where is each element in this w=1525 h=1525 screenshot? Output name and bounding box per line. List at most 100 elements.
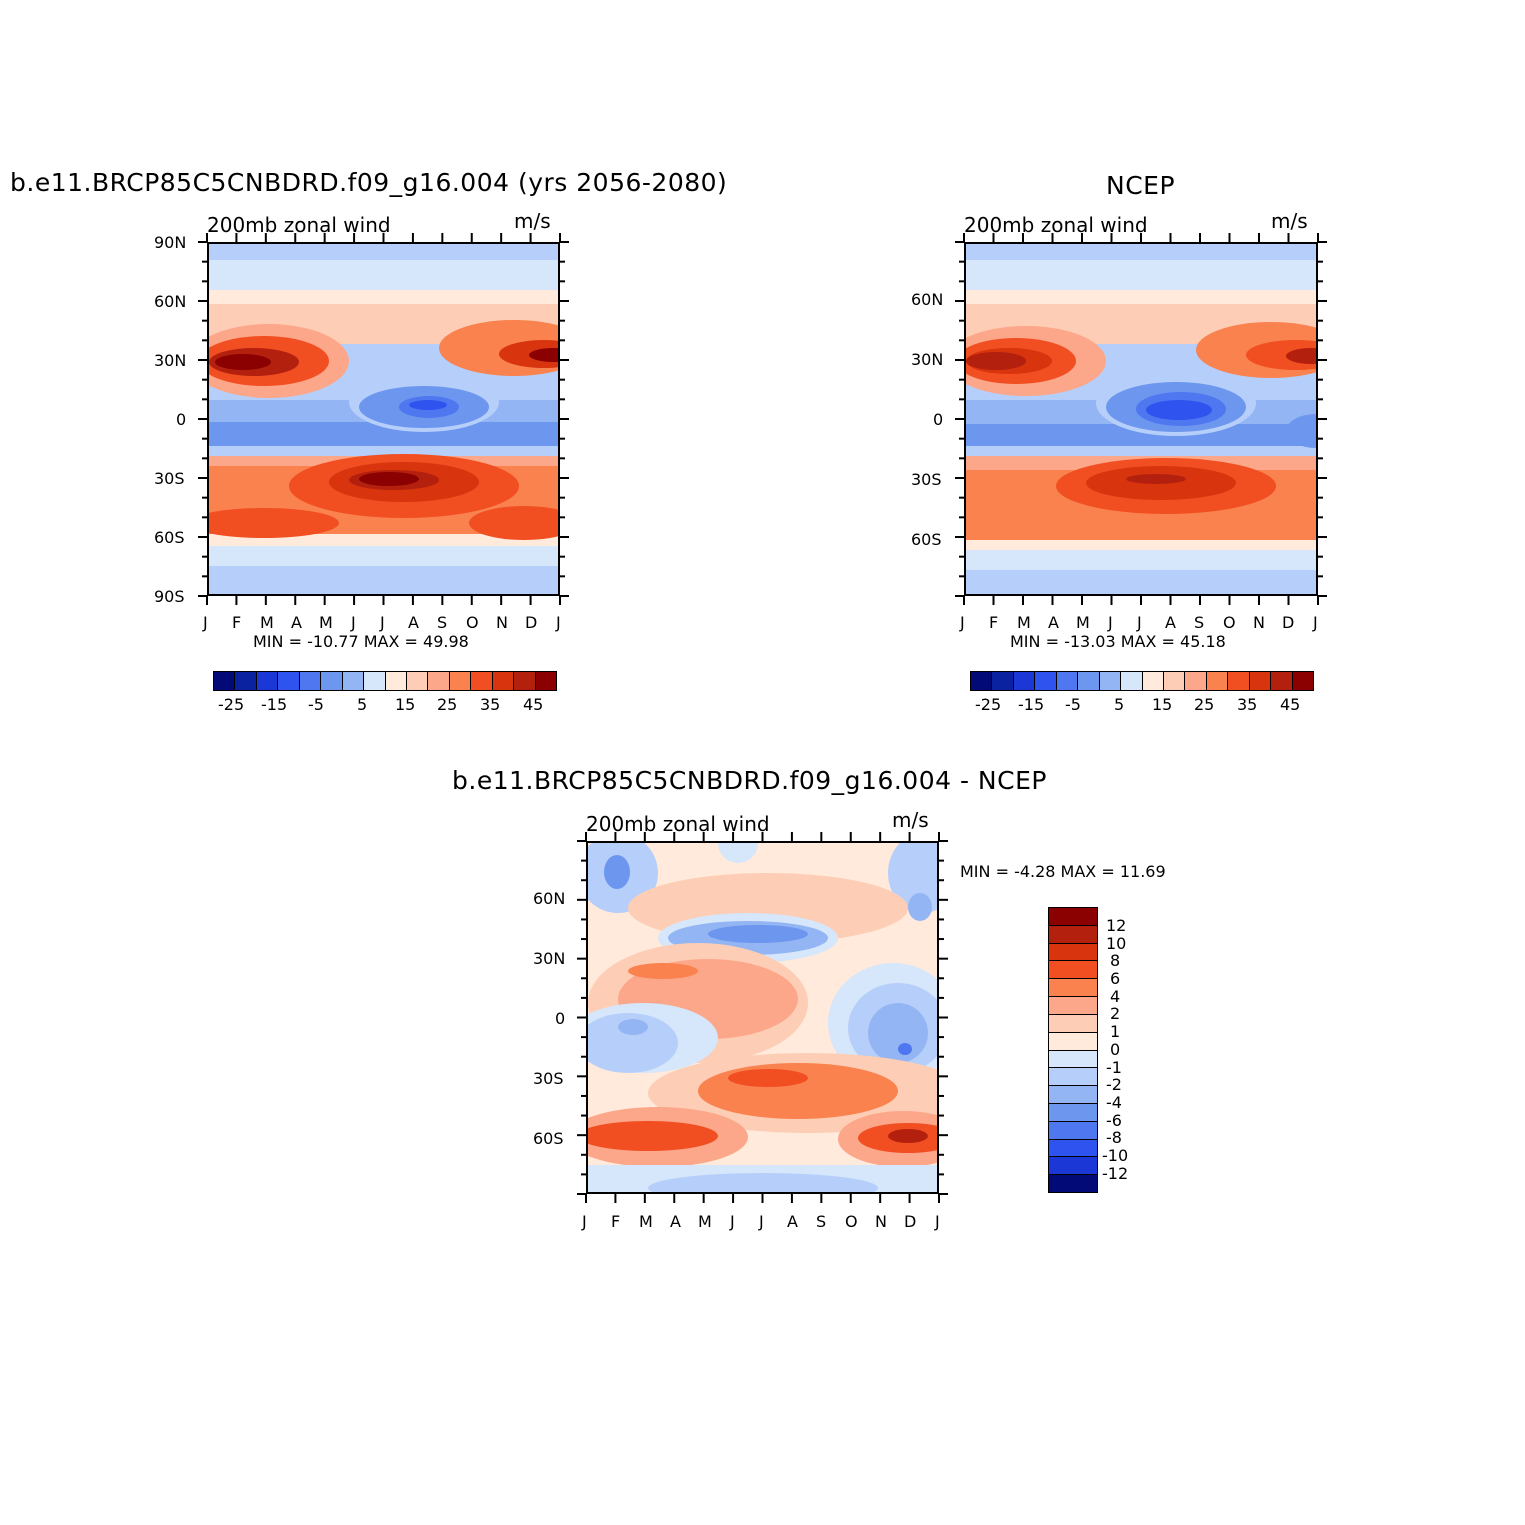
panel2-ytick: 30S [911,470,942,489]
panel3-xtick: A [787,1212,798,1231]
panel3-xtick: O [845,1212,858,1231]
panel1-xtick: S [437,613,448,632]
panel1-ytick: 0 [176,410,187,429]
panel3-units-label: m/s [892,808,929,832]
panel1-xtick: A [291,613,302,632]
panel3-colorbar-label: 8 [1110,951,1121,970]
panel2-plot [964,242,1318,596]
panel3-xtick: M [698,1212,712,1231]
panel1-xtick: N [496,613,508,632]
panel3-colorbar-label: 12 [1106,916,1127,935]
panel3-xtick: M [639,1212,653,1231]
panel3-xtick: S [816,1212,827,1231]
panel1-minmax: MIN = -10.77 MAX = 49.98 [253,632,469,651]
panel3-colorbar-label: -2 [1106,1075,1122,1094]
panel3-ytick: 30S [533,1069,564,1088]
panel1-ytick: 30S [154,469,185,488]
panel2-xtick: J [1108,613,1113,632]
panel3-colorbar-label: 6 [1110,969,1121,988]
panel2-xtick: S [1194,613,1205,632]
panel3-colorbar-label: -6 [1106,1111,1122,1130]
panel1-colorbar-label: 15 [395,695,416,714]
panel1-colorbar-label: 45 [523,695,544,714]
panel1-variable-label: 200mb zonal wind [207,213,391,237]
panel1-colorbar-label: -5 [308,695,324,714]
panel2-xtick: A [1048,613,1059,632]
panel2-xtick: J [1313,613,1318,632]
panel2-xtick: J [1137,613,1142,632]
panel3-ytick: 60N [533,889,566,908]
panel2-colorbar-label: 45 [1280,695,1301,714]
panel3-minmax: MIN = -4.28 MAX = 11.69 [960,862,1166,881]
panel3-xtick: J [730,1212,735,1231]
panel1-ytick: 30N [154,351,187,370]
panel1-xtick: J [380,613,385,632]
panel3-colorbar-label: 2 [1110,1004,1121,1023]
panel1-xtick: J [351,613,356,632]
panel1-xtick: M [319,613,333,632]
panel3-xtick: J [759,1212,764,1231]
panel3-ytick: 60S [533,1129,564,1148]
panel3-xtick: N [875,1212,887,1231]
panel2-colorbar-label: -15 [1018,695,1045,714]
panel2-colorbar [970,671,1314,691]
panel2-ytick: 60S [911,530,942,549]
panel1-xtick: J [556,613,561,632]
panel1-xtick: A [408,613,419,632]
panel2-xtick: O [1223,613,1236,632]
panel1-colorbar-label: 5 [357,695,368,714]
panel1-colorbar-label: 25 [437,695,458,714]
panel1-title: b.e11.BRCP85C5CNBDRD.f09_g16.004 (yrs 20… [10,168,728,197]
panel3-xtick: J [582,1212,587,1231]
panel1-ytick: 90S [154,587,185,606]
panel2-xtick: D [1282,613,1295,632]
panel1-colorbar-label: -25 [218,695,245,714]
panel3-title: b.e11.BRCP85C5CNBDRD.f09_g16.004 - NCEP [452,766,1047,795]
panel3-ytick: 30N [533,949,566,968]
panel1-xtick: D [525,613,538,632]
panel2-ytick: 60N [911,290,944,309]
panel3-colorbar-label: -10 [1102,1146,1129,1165]
panel3-xtick: F [611,1212,621,1231]
panel2-units-label: m/s [1271,209,1308,233]
panel2-colorbar-label: 5 [1114,695,1125,714]
panel1-xtick: M [260,613,274,632]
panel2-xtick: M [1017,613,1031,632]
panel1-plot [207,242,560,596]
panel3-xtick: A [670,1212,681,1231]
panel3-colorbar-label: -12 [1102,1164,1129,1183]
panel2-ytick: 30N [911,350,944,369]
panel2-variable-label: 200mb zonal wind [964,213,1148,237]
panel3-colorbar-label: 0 [1110,1040,1121,1059]
panel1-ytick: 90N [154,233,187,252]
panel2-colorbar-label: -5 [1065,695,1081,714]
panel2-xtick: J [960,613,965,632]
panel3-colorbar-label: -1 [1106,1058,1122,1077]
panel2-ytick: 0 [933,410,944,429]
panel3-xtick: D [904,1212,917,1231]
panel1-xtick: F [232,613,242,632]
panel3-colorbar-label: 1 [1110,1022,1121,1041]
panel1-xtick: J [203,613,208,632]
panel3-colorbar-label: -8 [1106,1128,1122,1147]
panel3-colorbar [1048,907,1098,1193]
panel2-title: NCEP [1106,171,1176,200]
panel2-xtick: N [1253,613,1265,632]
panel2-xtick: F [989,613,999,632]
panel1-units-label: m/s [514,209,551,233]
panel1-ytick: 60N [154,292,187,311]
panel1-colorbar [213,671,557,691]
panel2-minmax: MIN = -13.03 MAX = 45.18 [1010,632,1226,651]
panel3-colorbar-label: -4 [1106,1093,1122,1112]
panel2-xtick: A [1165,613,1176,632]
panel1-colorbar-label: -15 [261,695,288,714]
panel2-colorbar-label: -25 [975,695,1002,714]
panel3-variable-label: 200mb zonal wind [586,812,770,836]
panel1-xtick: O [466,613,479,632]
panel2-colorbar-label: 25 [1194,695,1215,714]
panel3-colorbar-label: 10 [1106,934,1127,953]
panel3-colorbar-label: 4 [1110,987,1121,1006]
panel3-plot [586,841,939,1194]
panel3-xtick: J [935,1212,940,1231]
panel2-xtick: M [1076,613,1090,632]
